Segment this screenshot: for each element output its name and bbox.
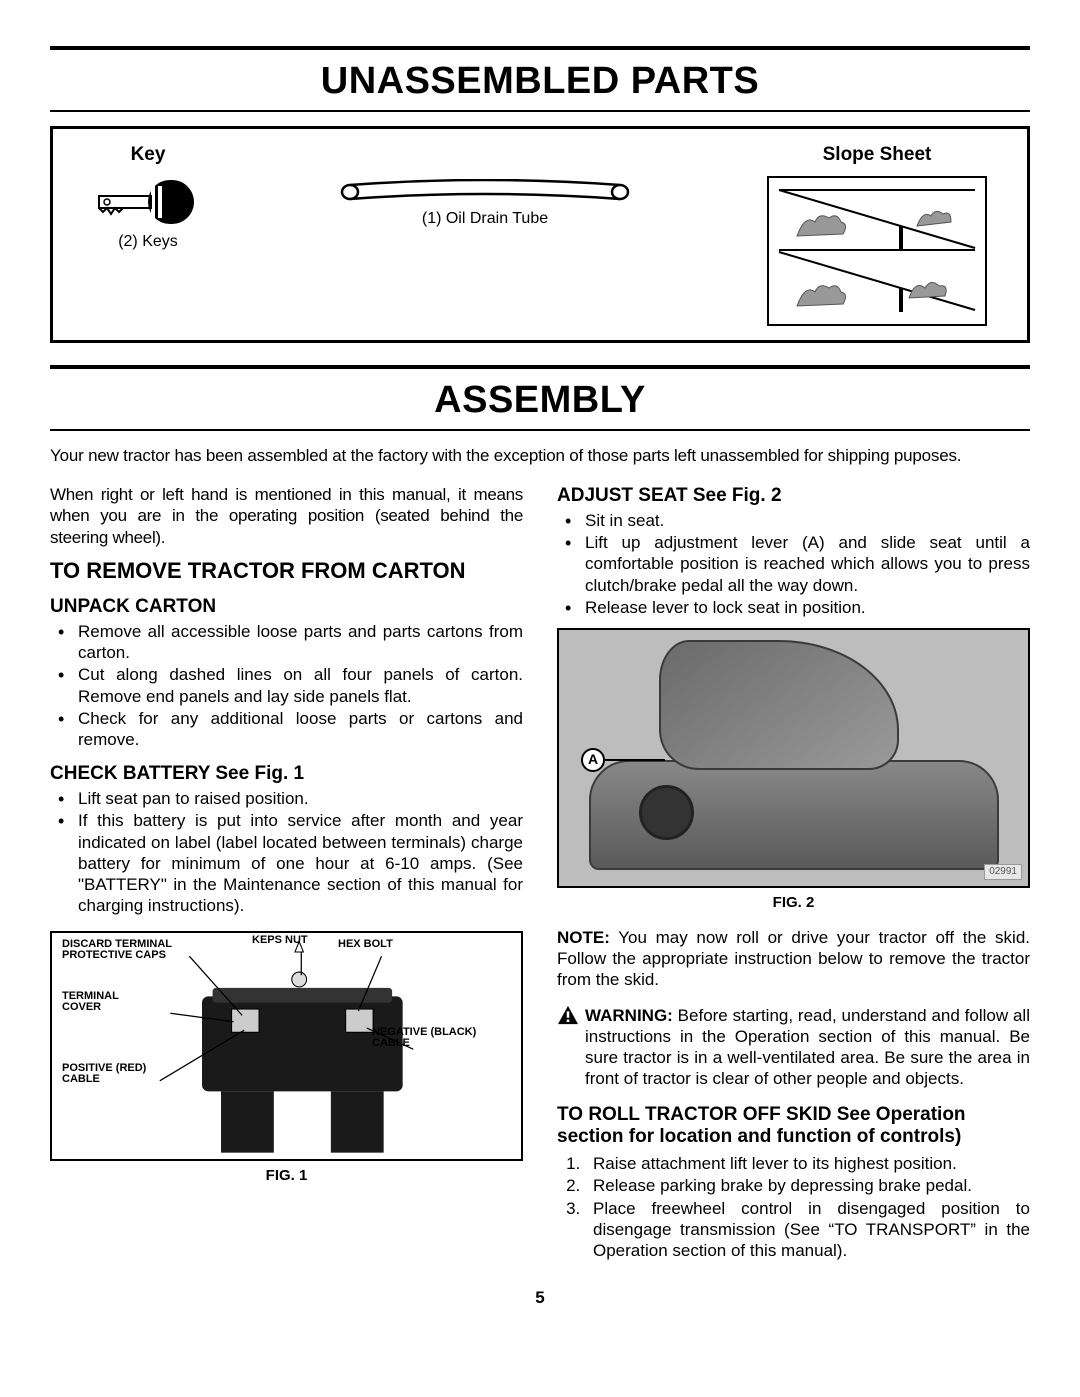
list-item: If this battery is put into service afte… [50, 810, 523, 916]
list-item: Sit in seat. [557, 510, 1030, 531]
check-battery-title: CHECK BATTERY See Fig. 1 [50, 762, 523, 786]
key-caption: (2) Keys [118, 232, 178, 252]
list-item: Lift up adjustment lever (A) and slide s… [557, 532, 1030, 596]
figure-2-photo: A 02991 [557, 628, 1030, 888]
rule-assembly-top [50, 365, 1030, 369]
rule-under-title-1 [50, 110, 1030, 112]
unpack-list: Remove all accessible loose parts and pa… [50, 621, 523, 751]
rule-assembly-bottom [50, 429, 1030, 431]
roll-list: Raise attachment lift lever to its highe… [557, 1153, 1030, 1261]
warning-icon [557, 1005, 579, 1025]
callout-cover: TERMINAL COVER [62, 991, 142, 1014]
oil-drain-tube-icon [340, 179, 630, 205]
fig1-caption: FIG. 1 [50, 1167, 523, 1186]
figure-1-box: DISCARD TERMINAL PROTECTIVE CAPS KEPS NU… [50, 931, 523, 1161]
hand-note: When right or left hand is mentioned in … [50, 484, 523, 548]
list-item: Cut along dashed lines on all four panel… [50, 664, 523, 707]
rule-top [50, 46, 1030, 50]
battery-list: Lift seat pan to raised position. If thi… [50, 788, 523, 917]
list-item: Remove all accessible loose parts and pa… [50, 621, 523, 664]
part-slope-sheet: Slope Sheet [747, 143, 1007, 327]
slope-label: Slope Sheet [823, 143, 932, 167]
remove-tractor-title: TO REMOVE TRACTOR FROM CARTON [50, 558, 523, 583]
callout-hex: HEX BOLT [338, 939, 393, 951]
unassembled-parts-title: Unassembled Parts [50, 58, 1030, 106]
callout-pos: POSITIVE (RED) CABLE [62, 1063, 172, 1086]
adjust-seat-title: ADJUST SEAT See Fig. 2 [557, 484, 1030, 508]
roll-tractor-title: TO ROLL TRACTOR OFF SKID See Operation s… [557, 1104, 1030, 1150]
parts-box: Key (2) Keys (1) Oil Drain Tube Slope Sh… [50, 126, 1030, 344]
fig2-photo-id: 02991 [984, 864, 1022, 881]
adjust-list: Sit in seat. Lift up adjustment lever (A… [557, 510, 1030, 618]
two-column-layout: When right or left hand is mentioned in … [50, 484, 1030, 1265]
slope-sheet-icon [767, 176, 987, 326]
callout-neg: NEGATIVE (BLACK) CABLE [372, 1027, 482, 1050]
list-item: Release parking brake by depressing brak… [585, 1175, 1030, 1196]
callout-discard: DISCARD TERMINAL PROTECTIVE CAPS [62, 939, 192, 962]
callout-keps: KEPS NUT [252, 935, 308, 947]
warning-label: WARNING: [585, 1006, 673, 1025]
tube-caption: (1) Oil Drain Tube [422, 209, 548, 229]
right-column: ADJUST SEAT See Fig. 2 Sit in seat. Lift… [557, 484, 1030, 1265]
list-item: Check for any additional loose parts or … [50, 708, 523, 751]
fig2-label-a: A [581, 748, 605, 772]
key-label: Key [131, 143, 166, 167]
note-label: NOTE: [557, 928, 610, 947]
list-item: Release lever to lock seat in position. [557, 597, 1030, 618]
list-item: Place freewheel control in disengaged po… [585, 1198, 1030, 1262]
intro-text: Your new tractor has been assembled at t… [50, 445, 1030, 466]
warning-block: WARNING: Before starting, read, understa… [557, 1005, 1030, 1090]
left-column: When right or left hand is mentioned in … [50, 484, 523, 1265]
unpack-carton-title: UNPACK CARTON [50, 595, 523, 619]
fig2-caption: FIG. 2 [557, 894, 1030, 913]
note-block: NOTE: You may now roll or drive your tra… [557, 927, 1030, 991]
part-key: Key (2) Keys [73, 143, 223, 253]
note-text: You may now roll or drive your tractor o… [557, 928, 1030, 990]
part-oil-drain-tube: (1) Oil Drain Tube [263, 143, 707, 229]
key-icon [93, 172, 203, 232]
assembly-title: Assembly [50, 377, 1030, 425]
list-item: Lift seat pan to raised position. [50, 788, 523, 809]
page-number: 5 [50, 1287, 1030, 1308]
list-item: Raise attachment lift lever to its highe… [585, 1153, 1030, 1174]
